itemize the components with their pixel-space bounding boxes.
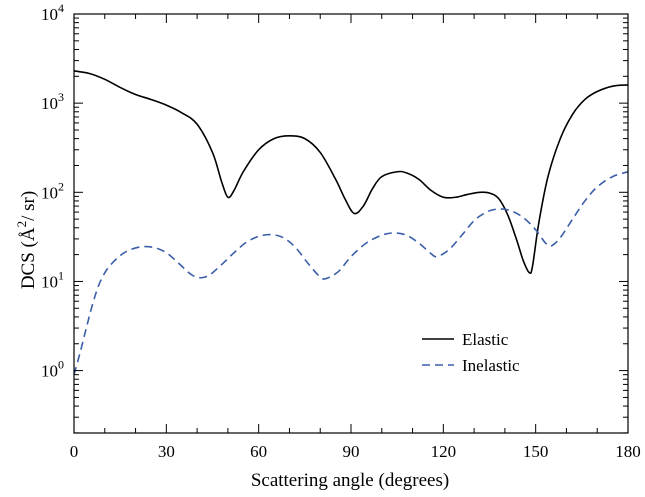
y-axis-label: DCS (Å2/ sr) bbox=[14, 191, 39, 289]
y-tick-label-exponent: 0 bbox=[58, 358, 64, 372]
x-tick-label: 120 bbox=[431, 442, 457, 461]
y-tick-label-base: 10 bbox=[41, 183, 58, 202]
x-tick-label: 0 bbox=[70, 442, 79, 461]
y-axis-label-suffix: / sr) bbox=[18, 191, 39, 221]
x-tick-label: 60 bbox=[250, 442, 267, 461]
series-line-elastic bbox=[74, 70, 628, 274]
y-tick-label: 100 bbox=[41, 358, 64, 381]
y-tick-label-base: 10 bbox=[41, 362, 58, 381]
x-tick-label: 30 bbox=[158, 442, 175, 461]
y-tick-label-exponent: 3 bbox=[58, 90, 64, 104]
legend: Elastic Inelastic bbox=[422, 330, 520, 375]
y-tick-label: 101 bbox=[41, 268, 64, 291]
y-tick-label-base: 10 bbox=[41, 272, 58, 291]
x-tick-label: 90 bbox=[343, 442, 360, 461]
x-tick-label: 150 bbox=[523, 442, 549, 461]
y-tick-label-exponent: 1 bbox=[58, 268, 64, 282]
tick-marks bbox=[73, 13, 629, 434]
plot-area bbox=[74, 70, 628, 375]
y-axis-label-unit-exponent: 2 bbox=[14, 221, 29, 228]
y-tick-label: 102 bbox=[41, 179, 64, 202]
y-tick-label: 104 bbox=[41, 1, 64, 24]
legend-label-elastic: Elastic bbox=[462, 330, 509, 349]
y-axis-label-unit: Å bbox=[18, 227, 39, 241]
y-axis-label-prefix: DCS ( bbox=[18, 241, 39, 289]
y-tick-label-exponent: 2 bbox=[58, 179, 64, 193]
series-line-inelastic bbox=[74, 170, 628, 375]
x-axis-label: Scattering angle (degrees) bbox=[251, 470, 449, 491]
y-tick-label-base: 10 bbox=[41, 94, 58, 113]
plot-frame bbox=[73, 13, 629, 434]
y-tick-label-exponent: 4 bbox=[58, 1, 64, 15]
legend-label-inelastic: Inelastic bbox=[462, 356, 520, 375]
y-tick-label-base: 10 bbox=[41, 5, 58, 24]
y-tick-label: 103 bbox=[41, 90, 64, 113]
x-tick-label: 180 bbox=[615, 442, 641, 461]
axes bbox=[73, 13, 629, 434]
